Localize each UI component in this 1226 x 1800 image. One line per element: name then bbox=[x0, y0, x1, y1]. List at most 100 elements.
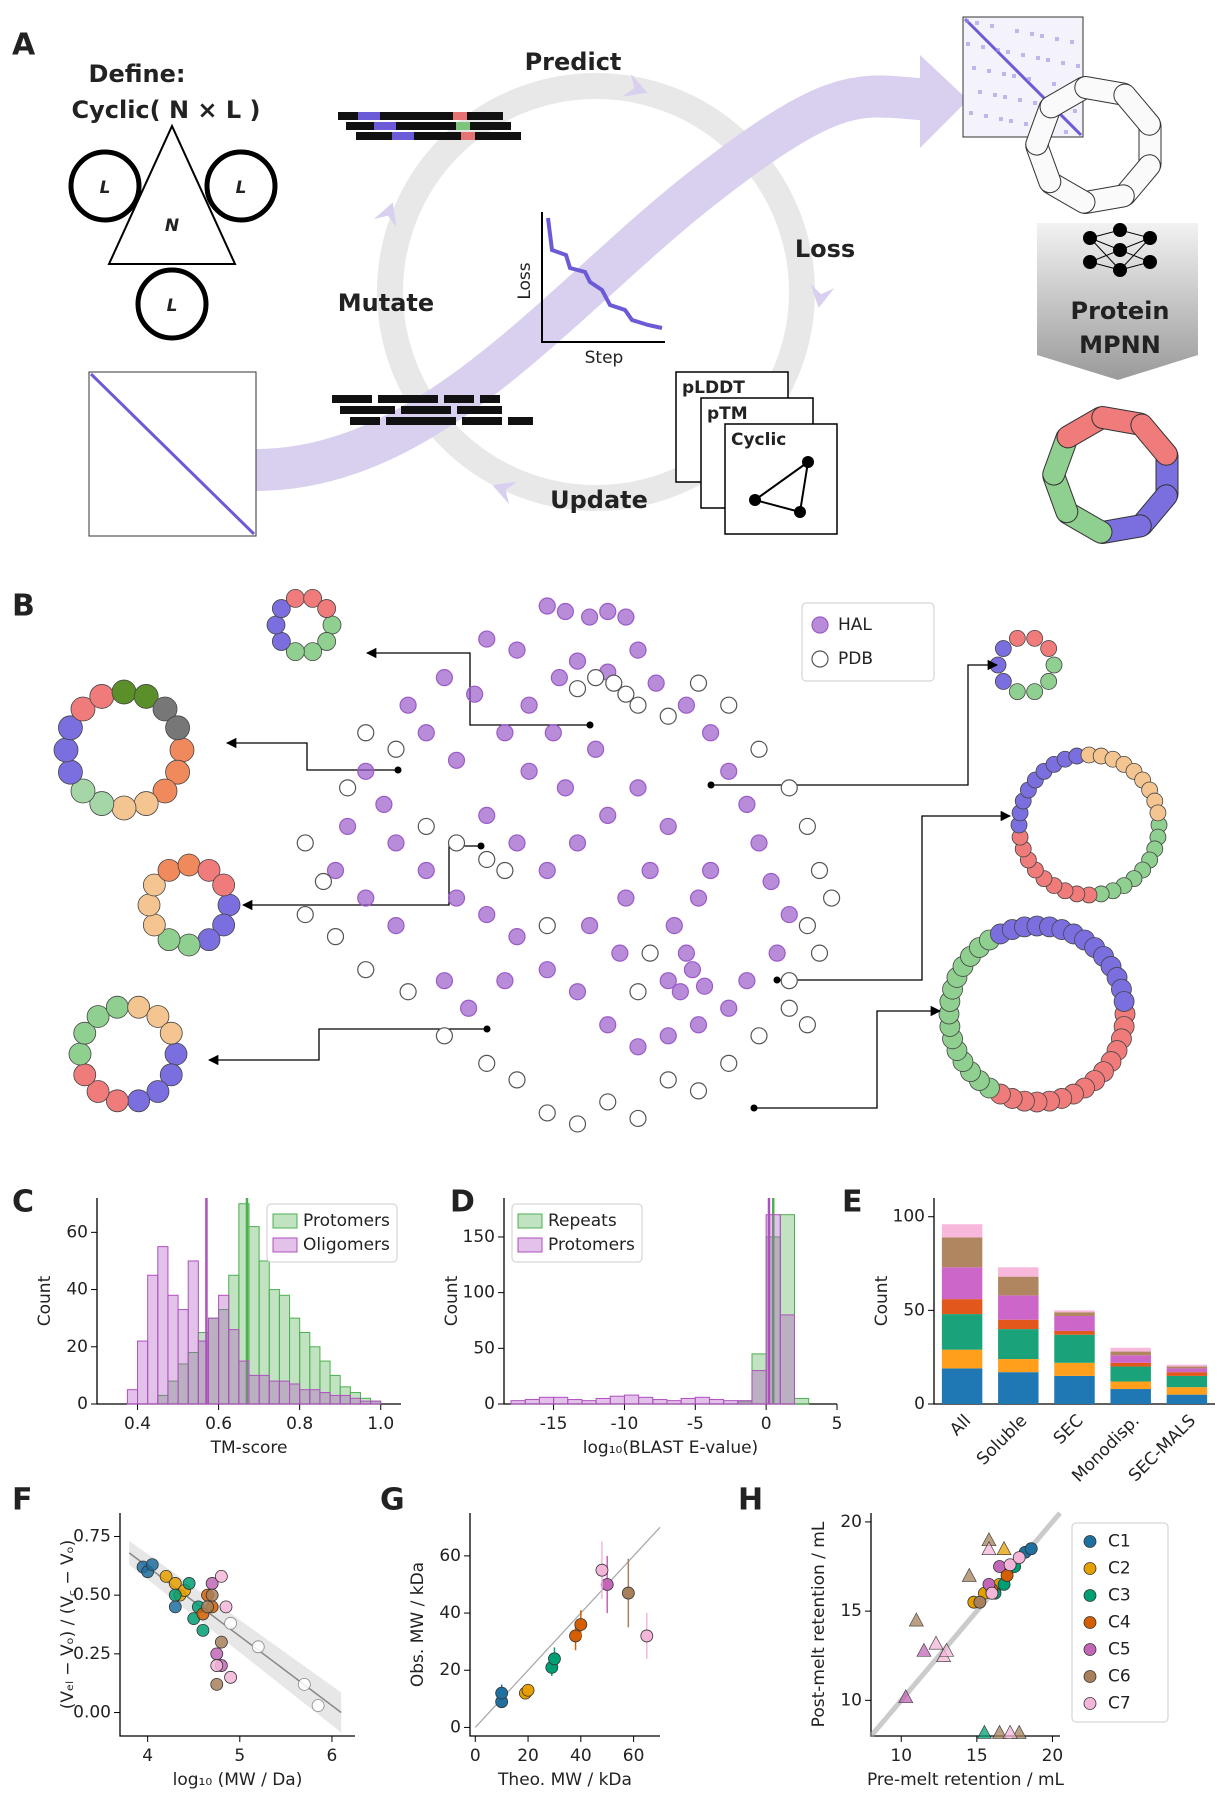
x-tick-label: 0.6 bbox=[205, 1414, 232, 1434]
histogram-bar bbox=[207, 1317, 220, 1405]
data-point bbox=[205, 1588, 219, 1602]
hal-point bbox=[357, 889, 375, 907]
pdb-point bbox=[750, 1027, 768, 1045]
contact-speckle bbox=[1046, 58, 1050, 62]
histogram-bar bbox=[278, 1380, 291, 1405]
hal-point bbox=[520, 696, 538, 714]
contact-speckle bbox=[1070, 40, 1074, 44]
sequence-bar bbox=[444, 395, 474, 403]
structure-bead bbox=[994, 640, 1012, 657]
data-point bbox=[214, 1569, 228, 1583]
y-tick-label: 20 bbox=[840, 1512, 862, 1532]
structure-bead bbox=[1040, 673, 1058, 690]
histogram-bar bbox=[779, 1314, 795, 1405]
contact-speckle bbox=[1015, 29, 1019, 33]
hal-point bbox=[677, 944, 696, 962]
legend-label: C6 bbox=[1108, 1667, 1131, 1687]
hal-point bbox=[738, 795, 756, 813]
data-point bbox=[569, 1629, 582, 1643]
hal-point bbox=[339, 817, 357, 836]
leader-line bbox=[777, 810, 1012, 981]
pdb-point bbox=[568, 1115, 587, 1133]
structure-bead bbox=[105, 1089, 129, 1113]
melted-point bbox=[908, 1612, 924, 1627]
data-point bbox=[210, 1647, 224, 1661]
melted-point bbox=[939, 1642, 955, 1657]
bar-segment bbox=[941, 1368, 983, 1404]
x-tick-label: 0 bbox=[761, 1414, 772, 1434]
legend-patch bbox=[517, 1237, 543, 1253]
data-point bbox=[1083, 1643, 1097, 1656]
x-tick-label: 4 bbox=[142, 1746, 153, 1766]
hal-point bbox=[478, 806, 496, 825]
pdb-point bbox=[810, 861, 829, 880]
pdb-point bbox=[538, 916, 556, 935]
contact-speckle bbox=[987, 69, 991, 73]
contact-speckle bbox=[1033, 101, 1037, 105]
histogram-bar bbox=[329, 1394, 341, 1405]
structure-bead bbox=[142, 873, 166, 897]
panel-label: A bbox=[12, 28, 36, 63]
pdb-point bbox=[822, 889, 841, 907]
hal-point bbox=[435, 972, 453, 990]
histogram-bar bbox=[218, 1294, 230, 1405]
sequence-seg bbox=[392, 132, 414, 140]
x-tick-label: -15 bbox=[540, 1414, 568, 1434]
y-tick-label: 10 bbox=[840, 1690, 862, 1710]
histogram-bar bbox=[187, 1260, 199, 1405]
bar-segment bbox=[1054, 1334, 1095, 1363]
histogram-bar bbox=[319, 1392, 331, 1405]
y-tick-label: 60 bbox=[439, 1546, 461, 1566]
pdb-point bbox=[605, 674, 623, 692]
hal-point bbox=[617, 889, 635, 907]
pdb-point bbox=[629, 1109, 647, 1128]
hal-point bbox=[659, 1027, 677, 1045]
structure-bead bbox=[303, 642, 323, 662]
hal-point bbox=[720, 999, 738, 1017]
structure-bead bbox=[133, 684, 159, 709]
hal-point bbox=[447, 751, 466, 769]
oligomer-n: N bbox=[165, 216, 179, 236]
bar-segment bbox=[1110, 1362, 1151, 1367]
graph-node bbox=[749, 494, 761, 506]
data-point bbox=[311, 1699, 325, 1712]
x-tick-label: SEC bbox=[1050, 1411, 1088, 1449]
pdb-point bbox=[568, 680, 587, 698]
histogram-bar bbox=[167, 1294, 179, 1405]
leader-line bbox=[754, 1005, 942, 1109]
structure-bead bbox=[89, 684, 115, 709]
structure-bead bbox=[152, 778, 178, 804]
y-tick-label: 150 bbox=[463, 1227, 495, 1247]
data-point bbox=[1083, 1589, 1097, 1602]
legend-label: C7 bbox=[1108, 1694, 1131, 1714]
pdb-point bbox=[780, 999, 798, 1017]
data-point bbox=[1083, 1697, 1097, 1710]
bar-segment bbox=[998, 1319, 1039, 1330]
pdb-point bbox=[496, 861, 514, 880]
bar-segment bbox=[1166, 1366, 1208, 1369]
legend-patch bbox=[272, 1237, 298, 1253]
melted-point bbox=[928, 1635, 944, 1650]
y-axis-label: Count bbox=[872, 1275, 892, 1326]
bar-segment bbox=[941, 1314, 983, 1350]
data-point bbox=[640, 1629, 654, 1643]
data-point bbox=[973, 1595, 987, 1609]
hal-point bbox=[520, 762, 538, 780]
pdb-point bbox=[478, 1054, 496, 1072]
sequence-bar bbox=[378, 395, 438, 403]
data-point bbox=[495, 1686, 509, 1700]
contact-speckle bbox=[990, 24, 994, 28]
hal-point bbox=[538, 597, 556, 615]
structure-bead bbox=[70, 696, 96, 722]
cycle-chevron bbox=[622, 73, 648, 97]
data-point bbox=[251, 1640, 265, 1654]
data-point bbox=[1024, 1542, 1038, 1556]
repeat-circle bbox=[68, 149, 142, 223]
step-update: Update bbox=[550, 486, 648, 514]
flow-arrow bbox=[255, 75, 932, 491]
structure-bead bbox=[86, 1080, 110, 1103]
leader-line bbox=[241, 845, 481, 911]
histogram-bar bbox=[177, 1309, 189, 1405]
step-axis-label: Step bbox=[585, 348, 624, 368]
contact-speckle bbox=[1064, 130, 1068, 134]
